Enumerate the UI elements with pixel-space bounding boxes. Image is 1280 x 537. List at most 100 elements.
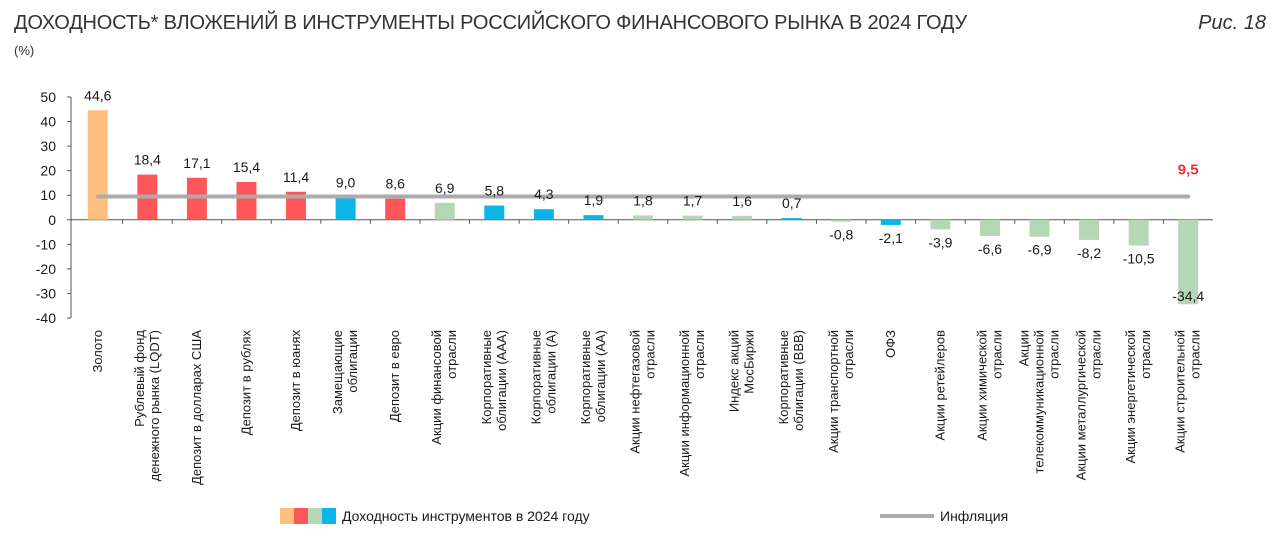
category-label-line: отрасли [1089, 330, 1104, 379]
legend-series-label: Доходность инструментов в 2024 году [342, 508, 590, 524]
category-label-line: Акции информационной [677, 330, 692, 477]
legend-series: Доходность инструментов в 2024 году [280, 508, 590, 524]
category-label-line: Индекс акций [727, 330, 742, 412]
category-label-line: отрасли [1047, 330, 1062, 379]
category-label-line: Депозит в рублях [238, 330, 253, 436]
value-label: -6,9 [1027, 242, 1051, 258]
category-label: Депозит в долларах США [189, 330, 204, 485]
bar [1029, 219, 1050, 237]
category-label-line: облигации (ВВВ) [791, 330, 806, 431]
category-label: Акции химической отрасли [974, 330, 1004, 441]
value-label: 0,7 [782, 195, 802, 211]
bar [236, 181, 257, 220]
category-label-line: отрасли [989, 330, 1004, 379]
category-label-line: отрасли [692, 330, 707, 379]
category-label: Корпоративные облигации (ВВВ) [776, 330, 806, 431]
inflation-layer: 9,5 [95, 161, 1199, 199]
legend-inflation-line [880, 514, 934, 518]
category-label-line: отрасли [444, 330, 459, 379]
category-label-line: Депозит в евро [387, 330, 402, 422]
category-label-line: денежного рынка (LQDT) [147, 330, 162, 481]
category-label: Акции строительной отрасли [1173, 330, 1203, 453]
value-label: 4,3 [534, 186, 554, 202]
y-tick-label: 30 [40, 138, 56, 154]
y-tick-label: -10 [36, 236, 56, 252]
y-tick-label: 40 [40, 114, 56, 130]
bar [1178, 219, 1199, 305]
bar [682, 215, 703, 220]
value-label: -8,2 [1077, 245, 1101, 261]
category-label-line: МосБиржи [742, 330, 757, 394]
bar [1128, 219, 1149, 246]
category-label-line: Корпоративные [578, 330, 593, 424]
category-label: Депозит в рублях [238, 330, 253, 436]
y-tick-label: 10 [40, 187, 56, 203]
category-label: Рублевый фонд денежного рынка (LQDT) [132, 330, 162, 482]
inflation-value-label: 9,5 [1178, 161, 1199, 178]
value-label: -3,9 [928, 234, 952, 250]
category-label: Золото [90, 330, 105, 373]
bar [831, 219, 852, 222]
y-axis: 50 40 30 20 10 0 -10 -20 -30 -40 [36, 89, 1213, 326]
legend-inflation-label: Инфляция [940, 508, 1009, 524]
value-label: 1,8 [633, 192, 653, 208]
category-label: Замещающие облигации [330, 330, 360, 414]
category-label-line: Акции металлургической [1074, 330, 1089, 480]
category-label: ОФЗ [883, 330, 898, 358]
value-label: -2,1 [879, 230, 903, 246]
bar [533, 209, 554, 220]
category-label: Акции финансовой отрасли [429, 330, 459, 445]
value-label: 1,7 [683, 193, 703, 209]
category-label-line: Золото [90, 330, 105, 373]
category-label-line: Акции нефтегазовой [628, 330, 643, 454]
category-label-line: облигации (АА) [593, 330, 608, 422]
value-label: 18,4 [134, 152, 161, 168]
legend-swatch-green [308, 508, 322, 524]
category-label-line: Рублевый фонд [132, 330, 147, 427]
bar [732, 215, 753, 220]
value-label: 44,6 [84, 87, 111, 103]
legend-swatch-gold [280, 508, 294, 524]
bar [880, 219, 901, 225]
bar [1079, 219, 1100, 240]
category-label-line: Корпоративные [528, 330, 543, 424]
category-label-line: Корпоративные [479, 330, 494, 424]
value-label: -6,6 [978, 241, 1002, 257]
bar [286, 191, 307, 220]
bar [979, 219, 1000, 236]
category-labels: Золото Рублевый фонд денежного рынка (LQDT… [90, 330, 1203, 485]
category-label-line: отрасли [1138, 330, 1153, 379]
category-label-line: Акции транспортной [826, 330, 841, 453]
y-tick-label: -40 [36, 310, 56, 326]
bar [633, 215, 653, 220]
category-label: Корпоративные облигации (АА) [578, 330, 608, 424]
category-label: Корпоративные облигации (А) [528, 330, 558, 424]
value-label: 1,9 [584, 192, 604, 208]
category-label-line: Корпоративные [776, 330, 791, 424]
legend-swatch-blue [322, 508, 336, 524]
legend-swatch-red [294, 508, 308, 524]
figure-label: Рис. 18 [1198, 12, 1266, 34]
y-tick-label: 20 [40, 163, 56, 179]
category-label: Акции информационной отрасли [677, 330, 707, 477]
category-label-line: Депозит в долларах США [189, 330, 204, 485]
value-label: 8,6 [385, 176, 405, 192]
bar [434, 202, 455, 220]
category-label-line: телекоммуникационной [1032, 330, 1047, 473]
category-label: Акции энергетической отрасли [1123, 330, 1153, 464]
bar [335, 197, 356, 220]
y-tick-label: 50 [40, 89, 56, 105]
category-label-line: отрасли [841, 330, 856, 379]
category-label: Акции металлургической отрасли [1074, 330, 1104, 480]
unit-label: (%) [14, 43, 35, 58]
value-label: 9,0 [336, 175, 356, 191]
category-label-line: Замещающие [330, 330, 345, 414]
category-label: Акции телекоммуникационной отрасли [1017, 330, 1062, 473]
value-label: 11,4 [283, 169, 309, 185]
category-label: Акции транспортной отрасли [826, 330, 856, 453]
bar [385, 198, 406, 220]
bar [87, 110, 108, 220]
value-label: 15,4 [233, 159, 260, 175]
category-label: Акции ретейлеров [932, 330, 947, 441]
